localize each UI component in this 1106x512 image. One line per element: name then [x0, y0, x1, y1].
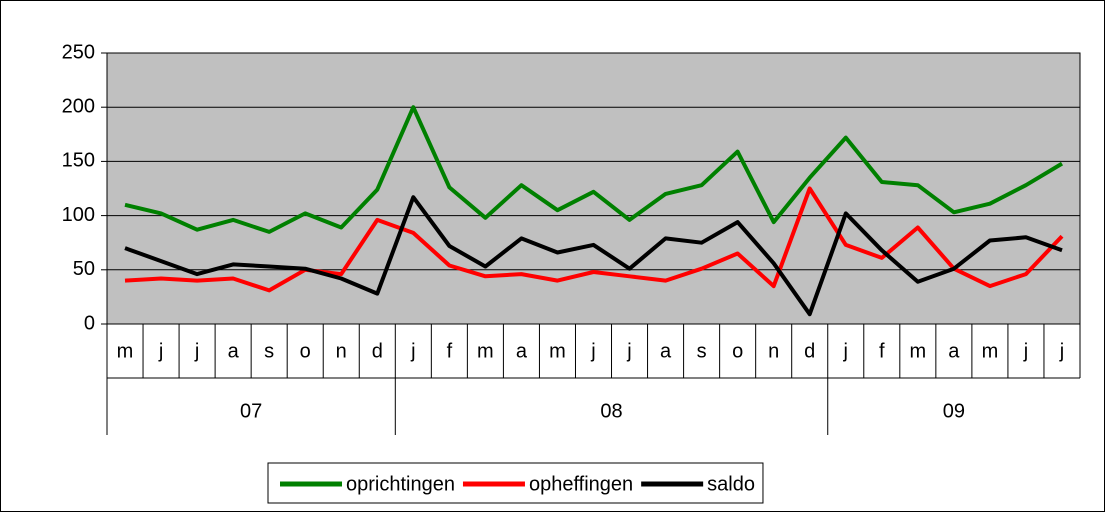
x-tick-label: j [410, 340, 415, 362]
group-label: 07 [240, 400, 262, 422]
x-tick-label: m [549, 340, 566, 362]
series-line [124, 186, 1064, 293]
x-tick-label: m [909, 340, 926, 362]
series-line [124, 195, 1063, 317]
y-tick-label: 250 [62, 41, 95, 63]
plot-area [106, 52, 1081, 325]
x-tick-label: n [336, 340, 347, 362]
y-tick-label: 0 [84, 312, 95, 334]
x-tick-label: j [1059, 340, 1064, 362]
group-label: 08 [600, 400, 622, 422]
x-tick-label: j [626, 340, 631, 362]
x-tick-label: m [477, 340, 494, 362]
y-tick-label: 100 [62, 204, 95, 226]
x-tick-label: o [300, 340, 311, 362]
x-tick-label: s [264, 340, 274, 362]
x-tick-label: a [948, 340, 960, 362]
x-tick-label: d [372, 340, 383, 362]
group-label: 09 [943, 400, 965, 422]
y-tick-label: 150 [62, 150, 95, 172]
x-tick-label: a [228, 340, 240, 362]
x-tick-label: m [117, 340, 134, 362]
x-tick-label: j [590, 340, 595, 362]
x-tick-label: d [804, 340, 815, 362]
y-tick-label: 50 [73, 258, 95, 280]
x-tick-label: f [447, 340, 453, 362]
x-tick-label: j [158, 340, 163, 362]
x-tick-label: j [1023, 340, 1028, 362]
x-tick-label: a [660, 340, 672, 362]
x-tick-label: j [194, 340, 199, 362]
x-tick-label: j [843, 340, 848, 362]
x-tick-label: s [697, 340, 707, 362]
legend-label: opheffingen [529, 473, 633, 495]
y-tick-label: 200 [62, 95, 95, 117]
x-tick-label: n [768, 340, 779, 362]
x-tick-label: f [879, 340, 885, 362]
x-tick-label: a [516, 340, 528, 362]
legend-label: oprichtingen [346, 473, 455, 495]
legend-label: saldo [707, 473, 755, 495]
x-tick-label: m [982, 340, 999, 362]
x-tick-label: o [732, 340, 743, 362]
series-line [124, 105, 1064, 234]
